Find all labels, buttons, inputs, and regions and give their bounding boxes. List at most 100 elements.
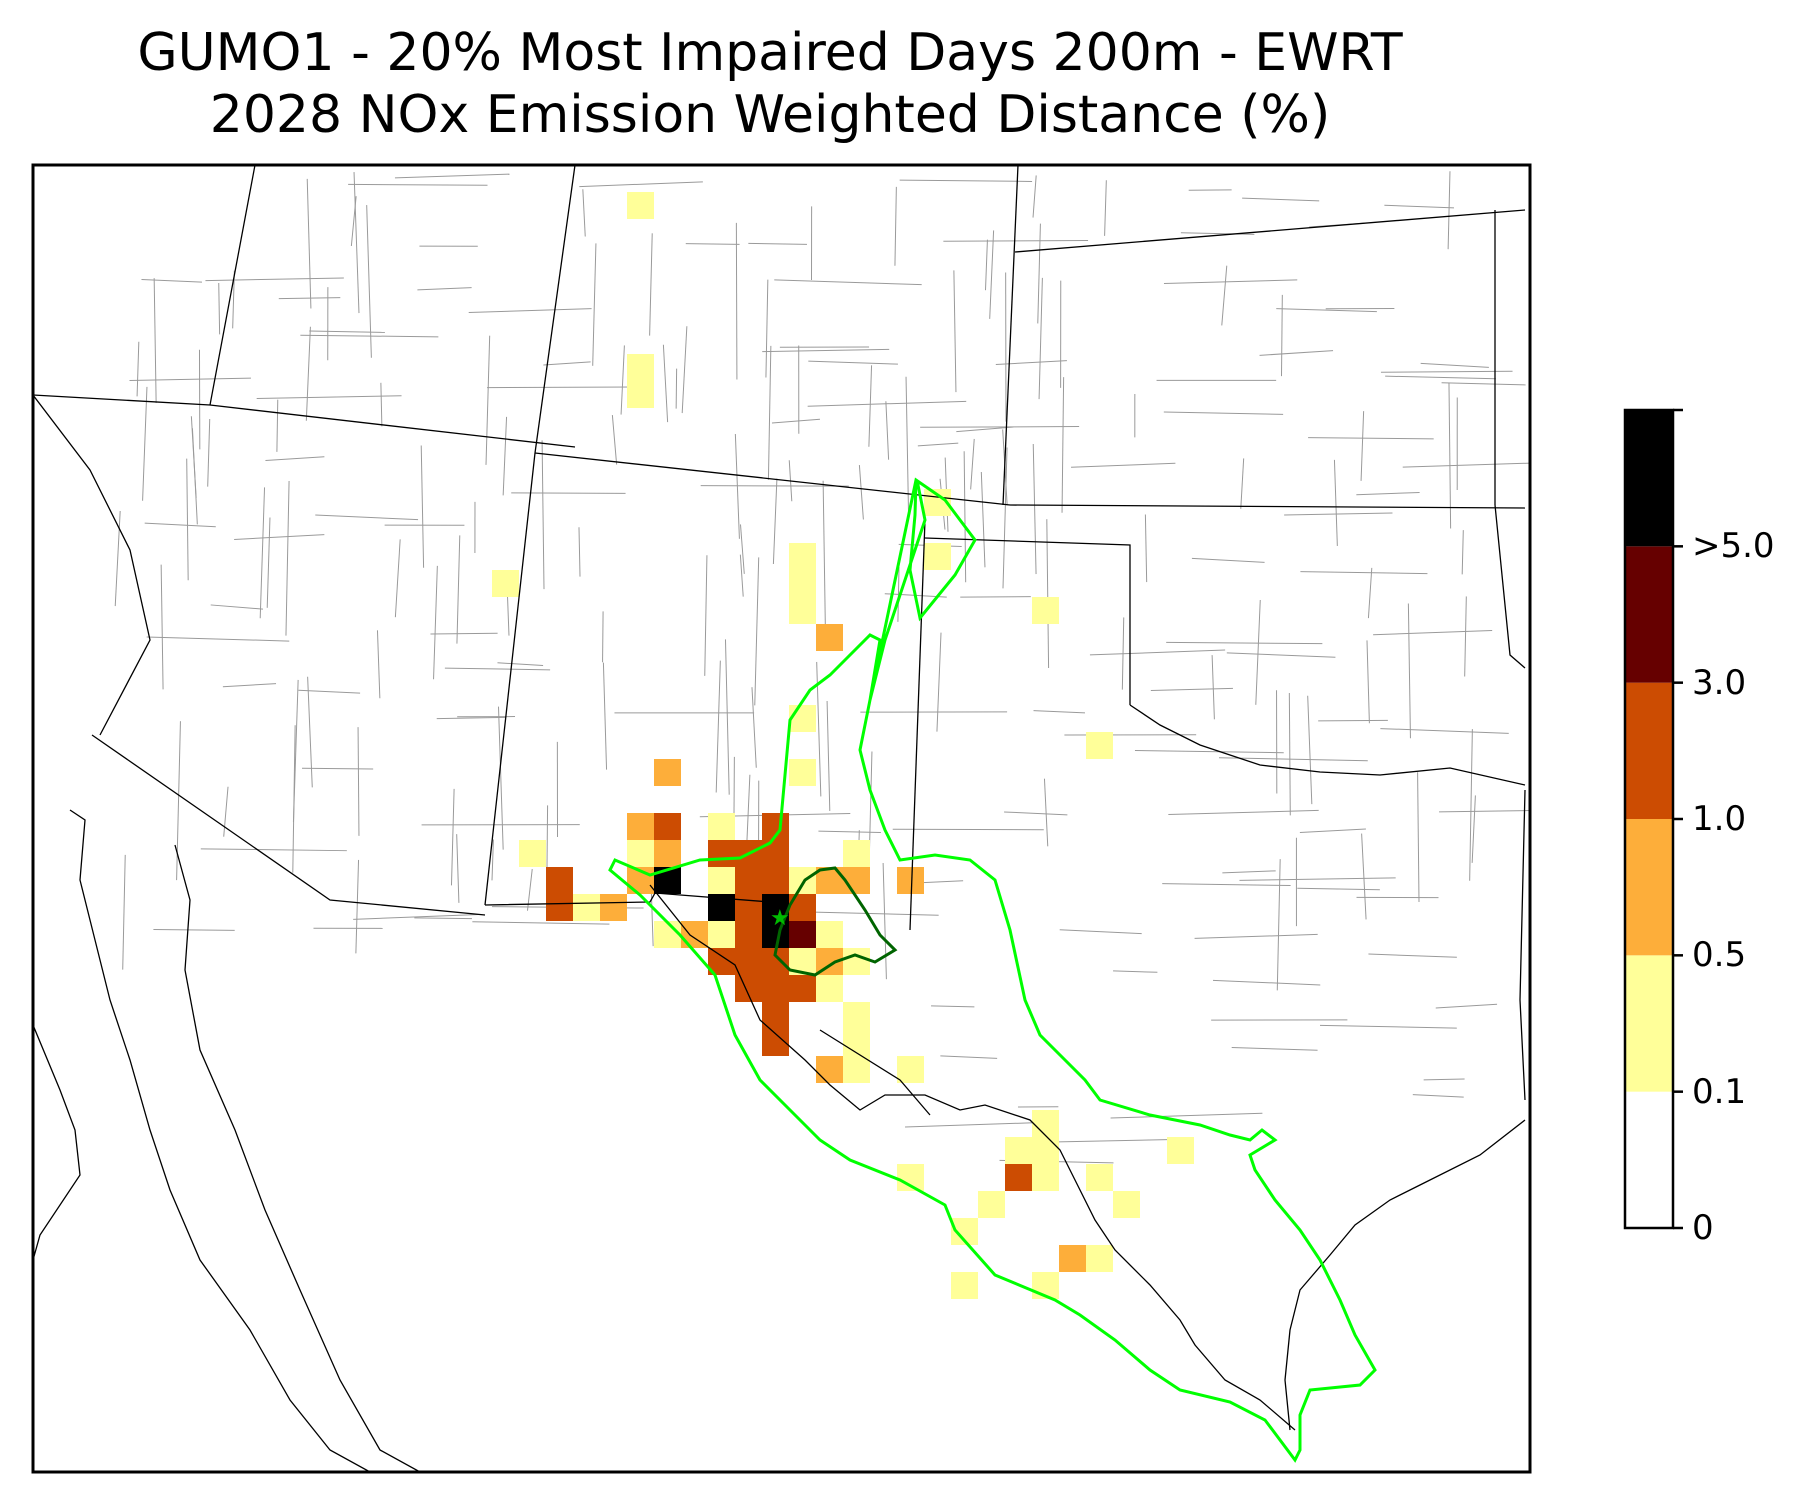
emission-cell — [843, 840, 870, 867]
state-boundaries — [33, 165, 1526, 1472]
emission-cell — [816, 975, 843, 1002]
emission-cell — [1086, 1245, 1113, 1272]
emission-cell — [627, 381, 654, 408]
emission-cell — [1005, 1164, 1032, 1191]
emission-cell — [789, 867, 816, 894]
emission-cell — [654, 921, 681, 948]
colorbar-bin — [1625, 410, 1673, 547]
baja-coast — [33, 1024, 81, 1261]
emission-cell — [762, 1002, 789, 1029]
star-icon: ★ — [770, 906, 790, 931]
emission-cell — [546, 867, 573, 894]
colorbar-tick-label: 0 — [1692, 1208, 1714, 1248]
boundary-co-nm — [534, 452, 1011, 506]
emission-cell — [735, 921, 762, 948]
emission-cell — [492, 570, 519, 597]
mexico-coast-gulf-of-california — [69, 809, 371, 1472]
emission-cell — [951, 1272, 978, 1299]
colorbar-bin — [1625, 955, 1673, 1092]
emission-cell — [573, 894, 600, 921]
emission-cell — [1032, 1164, 1059, 1191]
emission-cell — [816, 624, 843, 651]
colorbar-tick-label: 3.0 — [1692, 662, 1747, 703]
emission-cell — [789, 543, 816, 570]
boundary-nm-tx — [909, 519, 926, 931]
map-frame — [31, 163, 1532, 1474]
emission-cell — [1032, 597, 1059, 624]
emission-cell — [708, 867, 735, 894]
colorbar-tick-label: 0.1 — [1692, 1071, 1747, 1112]
emission-cell — [708, 840, 735, 867]
emission-cell — [843, 1002, 870, 1029]
colorbar-bin — [1625, 546, 1673, 683]
emission-cell — [789, 759, 816, 786]
boundary-ks-ok — [1009, 504, 1526, 509]
emission-cell — [762, 867, 789, 894]
chart-title: GUMO1 - 20% Most Impaired Days 200m - EW… — [0, 22, 1540, 146]
emission-cell — [789, 975, 816, 1002]
title-line-1: GUMO1 - 20% Most Impaired Days 200m - EW… — [137, 23, 1403, 83]
emission-cell — [789, 921, 816, 948]
emission-cell — [924, 543, 951, 570]
emission-cell — [1167, 1137, 1194, 1164]
inner-contour — [773, 866, 898, 977]
boundary-az-nm — [484, 452, 536, 906]
boundary-ok-ar — [1494, 504, 1526, 669]
emission-cell — [627, 192, 654, 219]
emission-cell — [1059, 1245, 1086, 1272]
emission-cell — [843, 867, 870, 894]
boundary-ut-co — [534, 165, 576, 454]
emission-cell — [627, 813, 654, 840]
boundary-tx-la — [1519, 789, 1526, 1101]
gulf-coastline — [1284, 1119, 1526, 1431]
boundary-nv-ut — [209, 165, 256, 406]
emission-cell — [654, 840, 681, 867]
emission-cell — [978, 1191, 1005, 1218]
emission-cell — [843, 1056, 870, 1083]
emission-cell — [789, 570, 816, 597]
emission-cell — [1032, 1110, 1059, 1137]
boundary-tx-ok-red-river — [1129, 704, 1526, 786]
emission-cell — [735, 894, 762, 921]
title-line-2: 2028 NOx Emission Weighted Distance (%) — [209, 85, 1331, 145]
emission-cell — [600, 894, 627, 921]
emission-cell — [1086, 732, 1113, 759]
emission-cell — [627, 354, 654, 381]
boundary-rio-grande — [649, 884, 1296, 1431]
emission-cell — [843, 1029, 870, 1056]
boundary-ne-ks — [1014, 209, 1526, 253]
emission-cell — [1113, 1191, 1140, 1218]
colorbar-tick-label: 1.0 — [1692, 799, 1747, 839]
emission-cell — [627, 840, 654, 867]
emission-cell — [654, 759, 681, 786]
emission-cell — [546, 894, 573, 921]
tx-county-divide — [819, 1029, 931, 1116]
colorbar-bin — [1625, 682, 1673, 819]
outer-contour — [608, 477, 1377, 1463]
boundary-co-ks — [1002, 165, 1019, 506]
colorbar-bin — [1625, 1091, 1673, 1228]
boundary-az-mexico — [91, 734, 486, 916]
emission-cell — [519, 840, 546, 867]
boundary-nm-mexico — [484, 892, 771, 906]
emission-cell — [1005, 1137, 1032, 1164]
map-area: ★ — [33, 165, 1530, 1472]
boundary-ut-az — [33, 394, 576, 448]
colorbar-tick-label: 0.5 — [1692, 935, 1747, 976]
emission-cell — [735, 948, 762, 975]
emission-cell — [816, 1056, 843, 1083]
colorbar — [1623, 408, 1683, 1230]
emission-cell — [789, 705, 816, 732]
emission-cells — [492, 192, 1194, 1299]
emission-cell — [843, 948, 870, 975]
emission-cell — [789, 597, 816, 624]
mexico-mainland-coast — [174, 844, 421, 1472]
emission-cell — [762, 975, 789, 1002]
emission-cell — [897, 867, 924, 894]
boundary-ok-panhandle — [924, 537, 1131, 705]
emission-cell — [654, 813, 681, 840]
emission-cell — [1086, 1164, 1113, 1191]
emission-cell — [1032, 1137, 1059, 1164]
emission-cell — [735, 867, 762, 894]
